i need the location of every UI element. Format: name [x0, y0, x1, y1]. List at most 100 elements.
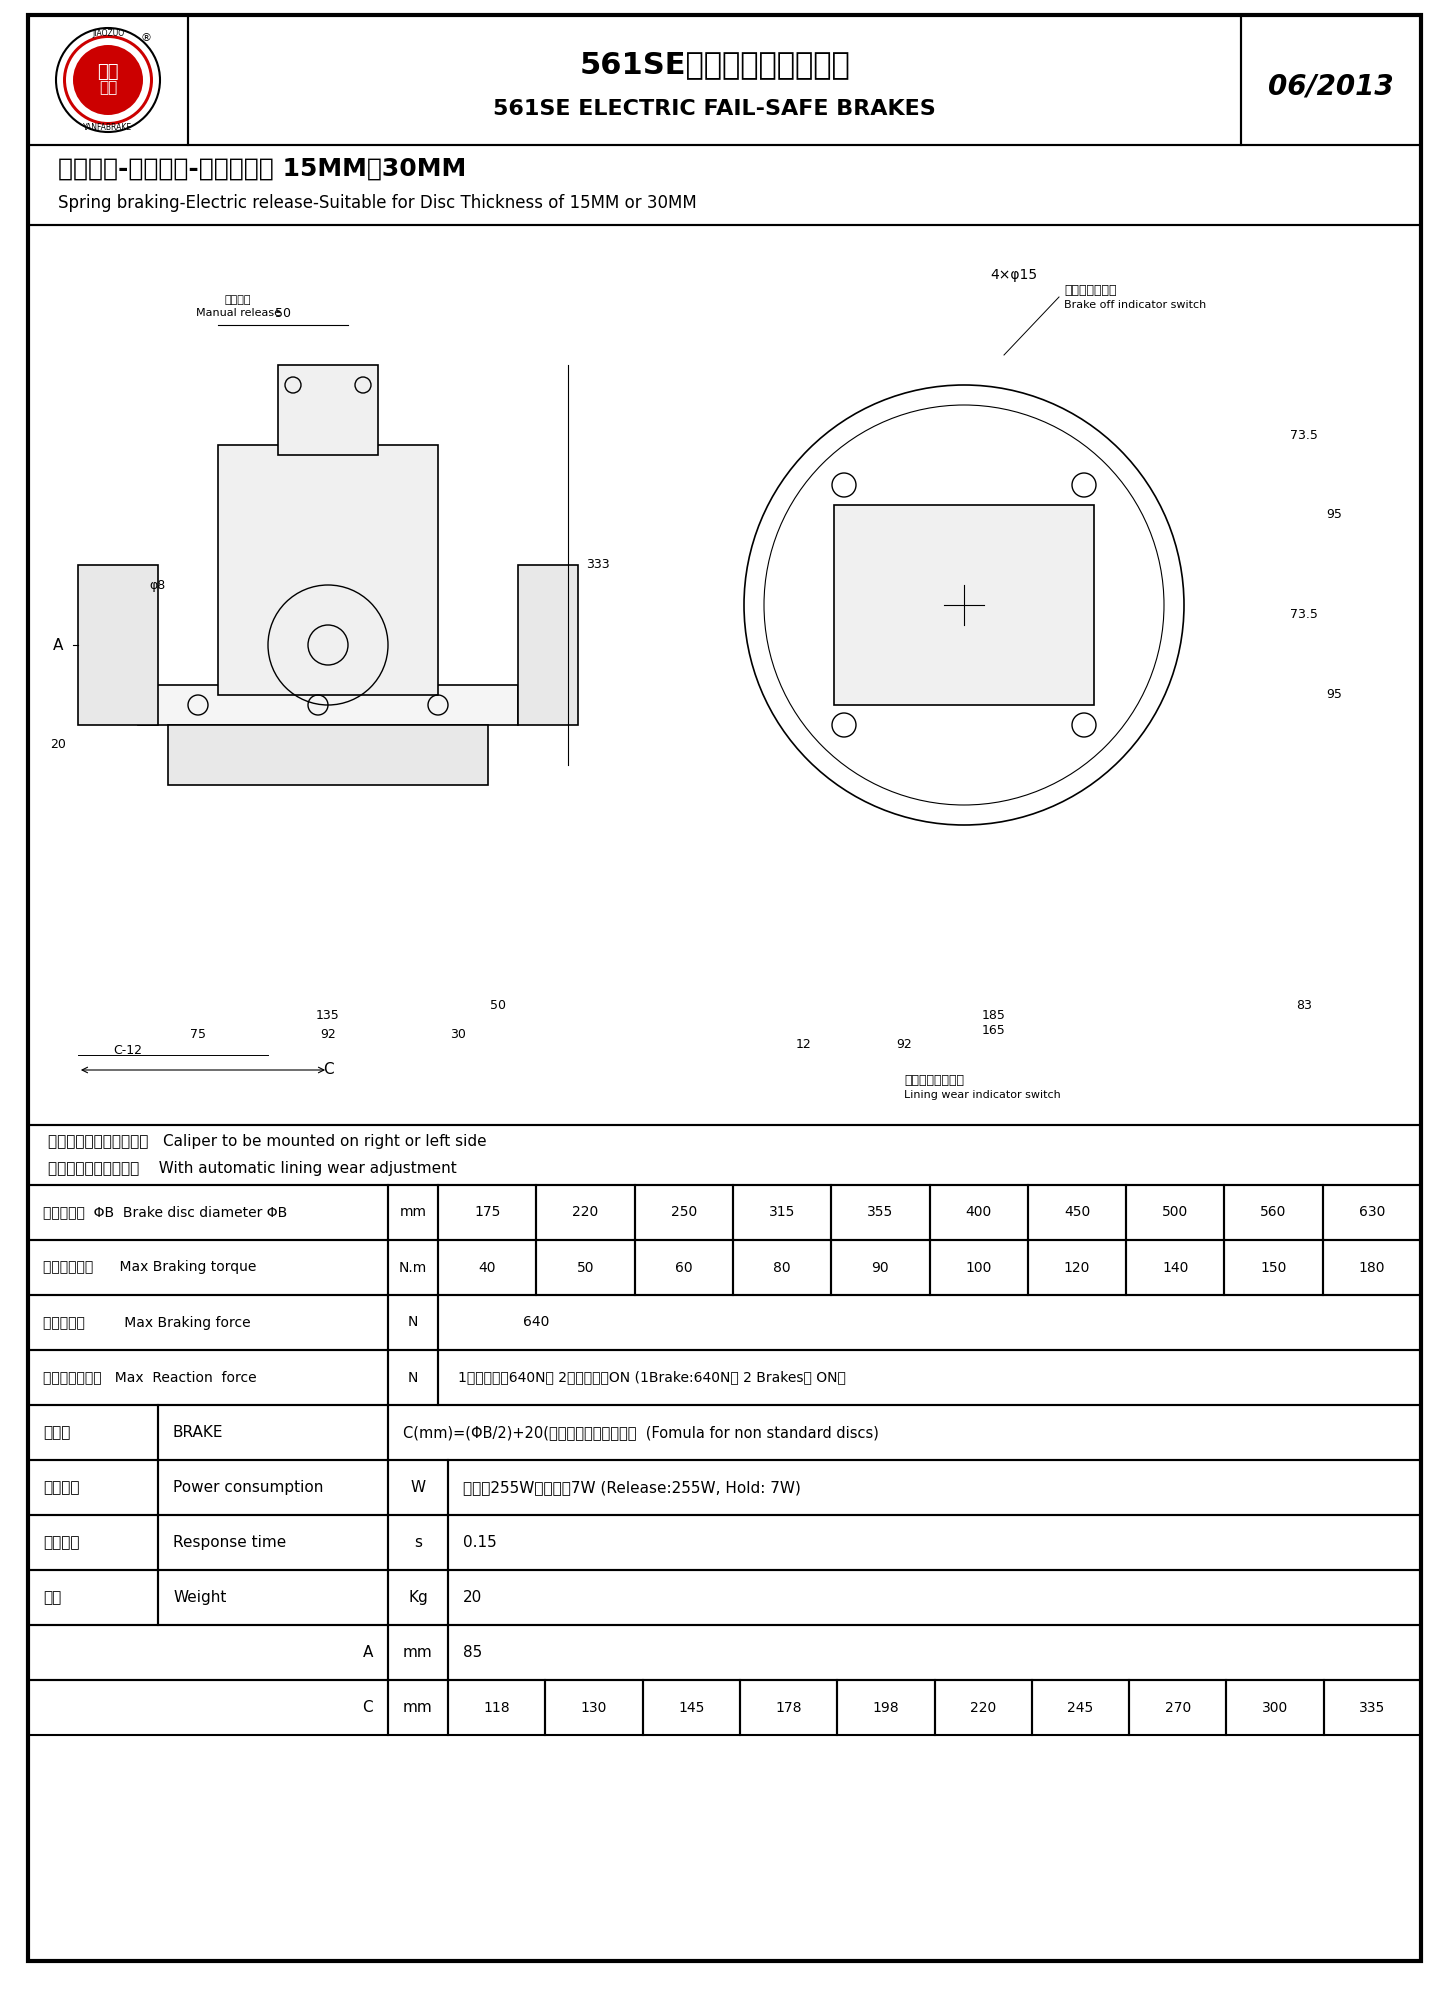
Text: 120: 120: [1064, 1261, 1090, 1275]
Bar: [1126, 1239, 1224, 1295]
Text: 85: 85: [464, 1645, 483, 1661]
Text: 制动器: 制动器: [43, 1424, 71, 1440]
Bar: [1323, 1239, 1421, 1295]
Text: 315: 315: [769, 1205, 796, 1219]
Bar: [28, 145, 1421, 225]
Text: 220: 220: [572, 1205, 598, 1219]
Text: 500: 500: [1162, 1205, 1188, 1219]
Bar: [158, 1516, 388, 1569]
Text: 响应时间: 响应时间: [43, 1536, 80, 1549]
Bar: [28, 16, 188, 145]
Text: 95: 95: [1326, 688, 1342, 702]
Text: 165: 165: [982, 1024, 1006, 1036]
Bar: [929, 1239, 1027, 1295]
Bar: [28, 1351, 388, 1404]
Text: 4×φ15: 4×φ15: [991, 269, 1037, 282]
Text: 145: 145: [678, 1701, 704, 1715]
Text: YANFABRAKE: YANFABRAKE: [84, 123, 132, 131]
Bar: [740, 1681, 838, 1734]
Text: A: A: [362, 1645, 372, 1661]
Text: 40: 40: [478, 1261, 496, 1275]
Bar: [28, 1404, 158, 1460]
Text: C: C: [362, 1701, 372, 1715]
Text: 560: 560: [1261, 1205, 1287, 1219]
Bar: [388, 1516, 448, 1569]
Bar: [188, 16, 1240, 145]
Text: 630: 630: [1359, 1205, 1385, 1219]
Text: BRAKE: BRAKE: [172, 1424, 223, 1440]
Bar: [388, 1239, 438, 1295]
Text: 90: 90: [871, 1261, 890, 1275]
Bar: [929, 1185, 1027, 1239]
Bar: [28, 1681, 388, 1734]
Text: Lining wear indicator switch: Lining wear indicator switch: [904, 1090, 1061, 1100]
Text: JIAOZUO: JIAOZUO: [91, 28, 125, 38]
Bar: [388, 1404, 1421, 1460]
Text: 12: 12: [796, 1038, 811, 1052]
Text: N.m: N.m: [398, 1261, 427, 1275]
Text: 355: 355: [867, 1205, 894, 1219]
Bar: [635, 1239, 733, 1295]
Text: 手动释放: 手动释放: [225, 294, 251, 304]
Text: φ8: φ8: [149, 579, 167, 591]
Circle shape: [62, 36, 154, 125]
Bar: [388, 1681, 448, 1734]
Bar: [158, 1404, 388, 1460]
Text: 最大制动力         Max Braking force: 最大制动力 Max Braking force: [43, 1315, 251, 1329]
Bar: [388, 1569, 448, 1625]
Bar: [935, 1681, 1032, 1734]
Text: 92: 92: [320, 1028, 336, 1042]
Bar: [1240, 16, 1421, 145]
Bar: [1224, 1239, 1323, 1295]
Text: 450: 450: [1064, 1205, 1090, 1219]
Bar: [448, 1681, 545, 1734]
Text: W: W: [410, 1480, 426, 1496]
Text: 140: 140: [1162, 1261, 1188, 1275]
Text: 83: 83: [1295, 998, 1311, 1012]
Bar: [642, 1681, 740, 1734]
Text: 73.5: 73.5: [1290, 609, 1319, 621]
Text: 100: 100: [965, 1261, 991, 1275]
Text: 335: 335: [1359, 1701, 1385, 1715]
Circle shape: [67, 38, 151, 121]
Bar: [1027, 1185, 1126, 1239]
Text: 75: 75: [190, 1028, 206, 1042]
Bar: [28, 1516, 158, 1569]
Bar: [438, 1295, 1421, 1351]
Bar: [28, 1569, 158, 1625]
Text: 80: 80: [774, 1261, 791, 1275]
Text: C-12: C-12: [113, 1044, 142, 1056]
Text: 0.15: 0.15: [464, 1536, 497, 1549]
Text: 198: 198: [872, 1701, 900, 1715]
Bar: [138, 684, 517, 726]
Text: 245: 245: [1068, 1701, 1094, 1715]
Text: 50: 50: [577, 1261, 594, 1275]
Bar: [1323, 1185, 1421, 1239]
Bar: [28, 1126, 1421, 1185]
Text: ®: ®: [141, 34, 152, 44]
Bar: [545, 1681, 642, 1734]
Text: C(mm)=(ΦB/2)+20(公式适用于非标准盘）  (Fomula for non standard discs): C(mm)=(ΦB/2)+20(公式适用于非标准盘） (Fomula for n…: [403, 1424, 880, 1440]
Text: 220: 220: [969, 1701, 997, 1715]
Text: 180: 180: [1359, 1261, 1385, 1275]
Text: mm: mm: [403, 1645, 433, 1661]
Bar: [448, 1516, 1421, 1569]
Bar: [217, 446, 438, 694]
Bar: [438, 1239, 536, 1295]
Bar: [388, 1351, 438, 1404]
Text: 最大制动力矩      Max Braking torque: 最大制动力矩 Max Braking torque: [43, 1261, 256, 1275]
Text: 制动器显示开关: 制动器显示开关: [1064, 284, 1117, 296]
Text: 带衬坠磨损自动调节器    With automatic lining wear adjustment: 带衬坠磨损自动调节器 With automatic lining wear ad…: [48, 1162, 456, 1175]
Text: Response time: Response time: [172, 1536, 287, 1549]
Bar: [28, 1625, 388, 1681]
Text: 重量: 重量: [43, 1589, 61, 1605]
Text: 研影: 研影: [97, 64, 119, 82]
Bar: [438, 1185, 536, 1239]
Text: Manual release: Manual release: [196, 308, 281, 318]
Bar: [158, 1460, 388, 1516]
Bar: [28, 1185, 388, 1239]
Text: 制动器安装在左边或右边   Caliper to be mounted on right or left side: 制动器安装在左边或右边 Caliper to be mounted on rig…: [48, 1134, 487, 1150]
Bar: [28, 1295, 388, 1351]
Bar: [448, 1569, 1421, 1625]
Text: 轴受最大径向力   Max  Reaction  force: 轴受最大径向力 Max Reaction force: [43, 1370, 256, 1384]
